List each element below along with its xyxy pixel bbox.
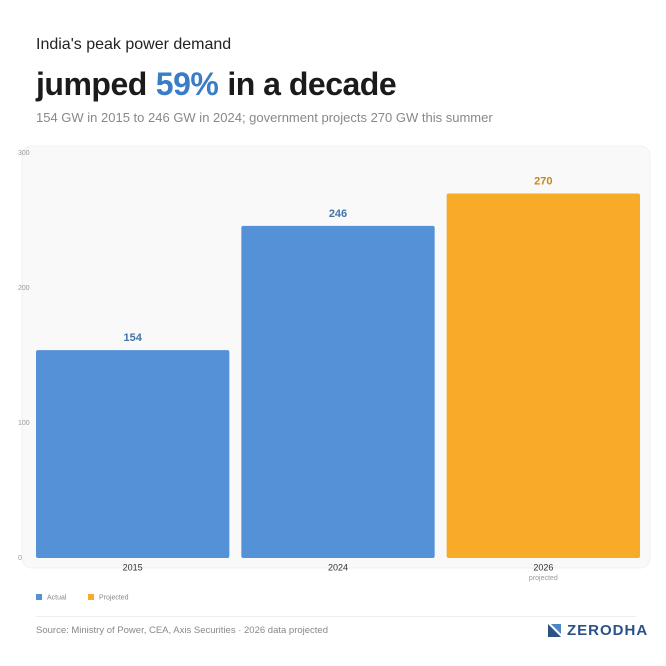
legend-swatch bbox=[36, 594, 42, 600]
logo: ZERODHA bbox=[548, 622, 648, 639]
source: Source: Ministry of Power, CEA, Axis Sec… bbox=[36, 625, 328, 636]
y-tick-label: 0 bbox=[18, 555, 22, 562]
kicker: India's peak power demand bbox=[36, 36, 232, 53]
x-tick-label: 2015 bbox=[123, 562, 143, 572]
value-label: 270 bbox=[534, 175, 552, 187]
headline-highlight: 59% bbox=[155, 66, 219, 102]
y-tick-label: 200 bbox=[18, 285, 30, 292]
y-tick-label: 100 bbox=[18, 420, 30, 427]
bar bbox=[241, 225, 435, 558]
legend-swatch bbox=[88, 594, 94, 600]
x-tick-label: 2026 bbox=[533, 562, 553, 572]
x-tick-label: 2024 bbox=[328, 562, 348, 572]
bar bbox=[446, 193, 640, 558]
bar bbox=[36, 350, 230, 558]
legend-label: Actual bbox=[47, 594, 67, 601]
divider bbox=[36, 616, 636, 617]
legend-label: Projected bbox=[99, 594, 129, 601]
value-label: 246 bbox=[329, 208, 347, 220]
headline-part: in a decade bbox=[227, 66, 397, 102]
value-label: 154 bbox=[123, 332, 142, 344]
headline: jumped 59% in a decade bbox=[36, 66, 397, 103]
logo-text: ZERODHA bbox=[567, 622, 649, 639]
subtitle: 154 GW in 2015 to 246 GW in 2024; govern… bbox=[36, 110, 493, 125]
x-tick-note: projected bbox=[529, 575, 558, 582]
y-tick-label: 300 bbox=[18, 150, 30, 157]
headline-part: jumped bbox=[36, 66, 147, 102]
chart: 0 100 200 300 2015 2024 2026 projected 154 246 Act… bbox=[18, 145, 651, 601]
logo-icon bbox=[548, 624, 561, 637]
